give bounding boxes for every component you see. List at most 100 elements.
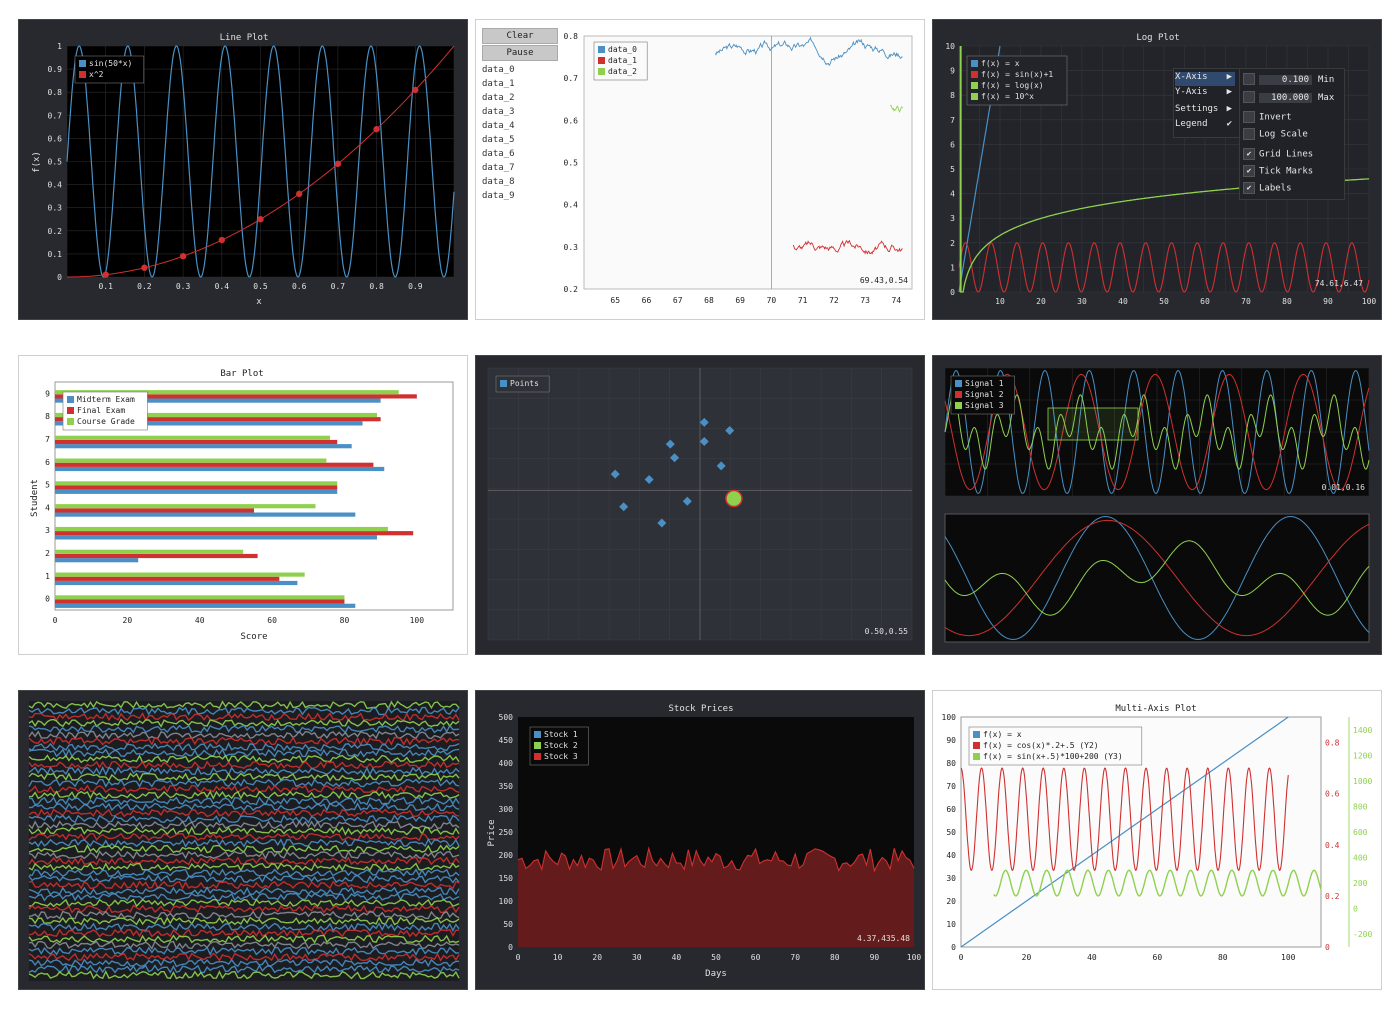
plot-area bbox=[583, 35, 913, 290]
list-item[interactable]: data_0 bbox=[482, 65, 515, 75]
realtime-plot-svg[interactable]: 65 66 67 68 69 70 71 72 73 74 0.2 0.3 0.4 0.5 0.6 0.7 0.… bbox=[476, 20, 925, 320]
stock-plot-svg[interactable]: Stock Prices 0 10 20 30 40 50 60 70 80 90 100 0 50 100… bbox=[476, 691, 925, 990]
x-axis-label: Score bbox=[240, 632, 267, 642]
pause-button[interactable]: Pause bbox=[482, 45, 558, 61]
y-tick-label: 0.7 bbox=[48, 111, 63, 120]
signal-line bbox=[944, 516, 1370, 640]
bar bbox=[55, 435, 330, 440]
bar bbox=[55, 553, 258, 559]
max-input[interactable]: 100.000 bbox=[1259, 92, 1312, 103]
noise-line bbox=[28, 904, 460, 914]
option-invert[interactable]: Invert bbox=[1243, 111, 1292, 125]
dense-lines-panel[interactable] bbox=[18, 690, 468, 990]
list-item[interactable]: data_1 bbox=[482, 79, 515, 89]
option-tick-marks[interactable]: ✔ Tick Marks bbox=[1243, 165, 1313, 179]
menu-item-y-axis[interactable]: Y-Axis ▶ bbox=[1175, 87, 1235, 101]
y-tick-label: 0.6 bbox=[564, 116, 579, 125]
legend-swatch bbox=[973, 753, 980, 760]
signal-line bbox=[944, 370, 1370, 494]
option-labels[interactable]: ✔ Labels bbox=[1243, 182, 1292, 196]
legend-entry: Stock 3 bbox=[544, 752, 578, 761]
bar-plot-panel[interactable]: Bar Plot 0 1 2 3 4 5 6 7 8 9 0 20 40 60 80 100 Score Stude… bbox=[18, 355, 468, 655]
checkbox-checked[interactable]: ✔ bbox=[1243, 148, 1255, 160]
multi-axis-panel[interactable]: Multi-Axis Plot 0 20 40 60 80 100 0 10 20 30 40 50 60… bbox=[932, 690, 1382, 990]
list-item[interactable]: data_6 bbox=[482, 149, 515, 159]
x-tick-label: 69 bbox=[735, 296, 745, 305]
checkbox[interactable] bbox=[1243, 128, 1255, 140]
checkbox-checked[interactable]: ✔ bbox=[1243, 182, 1255, 194]
bar bbox=[55, 466, 385, 472]
bar bbox=[55, 576, 280, 581]
bar bbox=[55, 485, 338, 490]
legend-swatch bbox=[955, 391, 962, 398]
legend-swatch bbox=[973, 742, 980, 749]
y-tick-label: 0.5 bbox=[48, 158, 63, 167]
x-tick-label: 10 bbox=[553, 953, 563, 962]
mouse-coordinates: 4.37,435.48 bbox=[857, 934, 910, 943]
y-tick-label: 250 bbox=[499, 828, 514, 837]
noise-line bbox=[28, 868, 460, 878]
menu-item-settings[interactable]: Settings ▶ bbox=[1175, 104, 1235, 118]
x-tick-label: 90 bbox=[1323, 297, 1333, 306]
drag-handle bbox=[1243, 73, 1255, 85]
stock-panel[interactable]: Stock Prices 0 10 20 30 40 50 60 70 80 90 100 0 50 100… bbox=[475, 690, 925, 990]
noise-line bbox=[28, 736, 460, 746]
x-tick-label: 67 bbox=[673, 296, 683, 305]
noise-line bbox=[28, 892, 460, 902]
line-plot-svg[interactable]: Line Plot 0.1 0.2 0.3 0.4 0.5 0.6 0.7 0.8 0.9 0 0.1… bbox=[19, 20, 468, 320]
list-item[interactable]: data_8 bbox=[482, 177, 515, 187]
legend-swatch bbox=[67, 418, 74, 425]
x-tick-label: 100 bbox=[410, 616, 425, 625]
x-tick-label: 60 bbox=[1200, 297, 1210, 306]
list-item[interactable]: data_7 bbox=[482, 163, 515, 173]
legend-swatch bbox=[534, 731, 541, 738]
points-panel[interactable]: Points 0.50,0.55 bbox=[475, 355, 925, 655]
points-plot-svg[interactable]: Points 0.50,0.55 bbox=[476, 356, 925, 655]
clear-button[interactable]: Clear bbox=[482, 28, 558, 44]
list-item[interactable]: data_5 bbox=[482, 135, 515, 145]
y-tick-label: 10 bbox=[946, 920, 956, 929]
x-tick-label: 73 bbox=[860, 296, 870, 305]
axis-context-menu[interactable]: X-Axis ▶ Y-Axis ▶ Settings ▶ Legend ✔ 0.100 M… bbox=[1173, 68, 1345, 200]
y-tick-label: 3 bbox=[45, 526, 50, 535]
checkbox[interactable] bbox=[1243, 111, 1255, 123]
line-plot-panel[interactable]: Line Plot 0.1 0.2 0.3 0.4 0.5 0.6 0.7 0.8 0.9 0 0.1… bbox=[18, 19, 468, 320]
noise-line bbox=[28, 766, 460, 777]
min-input[interactable]: 0.100 bbox=[1259, 74, 1312, 85]
menu-item-legend[interactable]: Legend ✔ bbox=[1175, 119, 1235, 133]
legend-swatch bbox=[971, 60, 978, 67]
noise-line bbox=[28, 741, 460, 752]
x-tick-label: 20 bbox=[1036, 297, 1046, 306]
max-field[interactable]: 100.000 Max bbox=[1243, 91, 1334, 105]
legend-swatch bbox=[971, 82, 978, 89]
option-grid-lines[interactable]: ✔ Grid Lines bbox=[1243, 148, 1313, 162]
data-point bbox=[373, 125, 380, 133]
list-item[interactable]: data_2 bbox=[482, 93, 515, 103]
dense-lines-svg[interactable] bbox=[19, 691, 468, 990]
list-item[interactable]: data_3 bbox=[482, 107, 515, 117]
x-tick-label: 0.2 bbox=[137, 282, 152, 291]
menu-item-x-axis[interactable]: X-Axis ▶ bbox=[1175, 72, 1235, 86]
min-field[interactable]: 0.100 Min bbox=[1243, 73, 1334, 87]
checkbox-checked[interactable]: ✔ bbox=[1243, 165, 1255, 177]
y-tick-label: 0.6 bbox=[48, 134, 63, 143]
signals-panel[interactable]: Signal 1 Signal 2 Signal 3 0.01,0.16 bbox=[932, 355, 1382, 655]
bar bbox=[55, 526, 388, 532]
signals-plot-svg[interactable]: Signal 1 Signal 2 Signal 3 0.01,0.16 bbox=[933, 356, 1382, 655]
x-tick-label: 20 bbox=[123, 616, 133, 625]
mouse-coordinates: 0.01,0.16 bbox=[1322, 483, 1366, 492]
list-item[interactable]: data_4 bbox=[482, 121, 515, 131]
x-tick-label: 30 bbox=[1077, 297, 1087, 306]
y-tick-label: 7 bbox=[45, 435, 50, 444]
list-item[interactable]: data_9 bbox=[482, 191, 515, 201]
log-plot-panel[interactable]: Log Plot 10 20 30 40 50 60 70 80 90 100 0 1 2 3 4 5 6 7 8 9 1… bbox=[932, 19, 1382, 320]
x-tick-label: 66 bbox=[642, 296, 652, 305]
bar-plot-svg[interactable]: Bar Plot 0 1 2 3 4 5 6 7 8 9 0 20 40 60 80 100 Score Stude… bbox=[19, 356, 468, 655]
y-tick-label: 20 bbox=[946, 897, 956, 906]
x-tick-label: 0.8 bbox=[369, 282, 384, 291]
chart-title: Line Plot bbox=[220, 33, 269, 43]
y-tick-label: 6 bbox=[950, 140, 955, 149]
option-log-scale[interactable]: Log Scale bbox=[1243, 128, 1308, 142]
realtime-panel[interactable]: Clear Pause data_0 data_1 data_2 data_3 … bbox=[475, 19, 925, 320]
